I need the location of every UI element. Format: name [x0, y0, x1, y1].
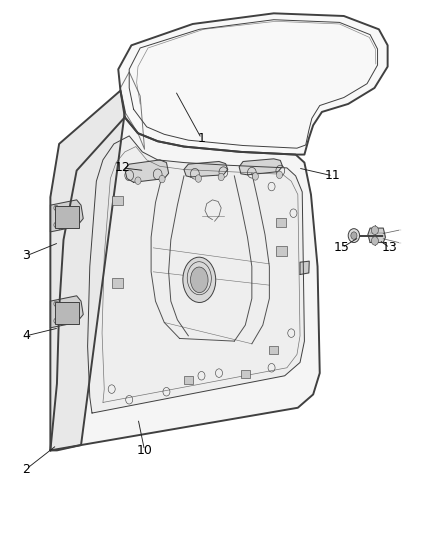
- FancyBboxPatch shape: [184, 376, 193, 384]
- Circle shape: [218, 173, 224, 181]
- Circle shape: [252, 173, 258, 180]
- Text: 3: 3: [22, 249, 30, 262]
- FancyBboxPatch shape: [112, 278, 123, 288]
- Circle shape: [371, 237, 378, 245]
- Ellipse shape: [191, 267, 208, 293]
- Circle shape: [371, 226, 378, 235]
- Polygon shape: [300, 261, 309, 274]
- FancyBboxPatch shape: [55, 302, 79, 324]
- Circle shape: [348, 229, 360, 243]
- FancyBboxPatch shape: [241, 370, 250, 378]
- Polygon shape: [368, 228, 385, 243]
- Polygon shape: [239, 159, 283, 175]
- Polygon shape: [125, 160, 169, 182]
- Text: 4: 4: [22, 329, 30, 342]
- Ellipse shape: [183, 257, 216, 302]
- Circle shape: [351, 232, 357, 239]
- Circle shape: [63, 213, 70, 221]
- Text: 15: 15: [334, 241, 350, 254]
- Circle shape: [63, 309, 70, 317]
- Polygon shape: [59, 208, 79, 229]
- FancyBboxPatch shape: [276, 246, 287, 256]
- Text: 2: 2: [22, 463, 30, 475]
- Circle shape: [159, 175, 165, 183]
- Polygon shape: [184, 161, 228, 177]
- Text: 10: 10: [137, 444, 152, 457]
- Circle shape: [135, 177, 141, 184]
- Circle shape: [195, 175, 201, 182]
- Text: 1: 1: [198, 132, 205, 145]
- Polygon shape: [50, 200, 83, 232]
- Circle shape: [276, 171, 283, 179]
- Polygon shape: [50, 117, 320, 450]
- Text: 11: 11: [325, 169, 341, 182]
- FancyBboxPatch shape: [276, 218, 286, 227]
- FancyBboxPatch shape: [112, 196, 123, 205]
- Polygon shape: [50, 91, 125, 450]
- Text: 12: 12: [115, 161, 131, 174]
- Polygon shape: [88, 136, 304, 413]
- Polygon shape: [118, 13, 388, 155]
- FancyBboxPatch shape: [55, 206, 79, 228]
- Polygon shape: [50, 296, 83, 328]
- Text: 13: 13: [382, 241, 398, 254]
- FancyBboxPatch shape: [269, 346, 278, 354]
